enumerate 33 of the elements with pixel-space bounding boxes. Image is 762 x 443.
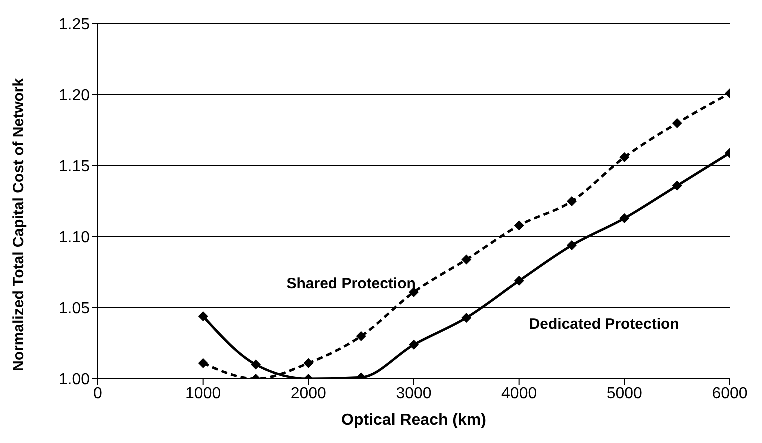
point xyxy=(251,360,261,370)
y-tick-label: 1.15 xyxy=(58,158,90,176)
y-tick-label: 1.25 xyxy=(58,16,90,34)
point xyxy=(567,240,577,251)
series-label: Shared Protection xyxy=(286,275,416,292)
y-tick-label: 1.20 xyxy=(58,88,90,105)
point xyxy=(672,118,682,128)
x-tick-label: 6000 xyxy=(712,385,748,402)
point xyxy=(304,358,314,368)
point xyxy=(409,340,419,350)
point xyxy=(514,276,524,286)
point xyxy=(672,180,682,191)
y-tick-label: 1.05 xyxy=(58,300,90,318)
point xyxy=(462,312,472,323)
x-tick-label: 4000 xyxy=(502,385,538,402)
point xyxy=(514,220,524,231)
point xyxy=(198,358,208,368)
point xyxy=(356,331,366,342)
point xyxy=(620,214,630,224)
x-tick-label: 3000 xyxy=(396,385,432,402)
text: Dedicated Protection xyxy=(529,316,680,334)
point xyxy=(567,196,577,206)
point xyxy=(620,152,630,162)
x-tick-label: 1000 xyxy=(186,385,222,402)
y-tick-label: 1.10 xyxy=(58,230,90,247)
y-tick-label: 1.00 xyxy=(58,372,90,389)
x-axis-title: Optical Reach (km) xyxy=(342,412,486,429)
point xyxy=(198,312,208,322)
x-tick-label: 5000 xyxy=(606,385,643,402)
x-tick-label: 2000 xyxy=(290,385,327,402)
y-axis-title: Normalized Total Capital Cost of Network xyxy=(10,78,28,372)
point xyxy=(462,254,472,265)
x-tick-label: 0 xyxy=(94,385,103,402)
